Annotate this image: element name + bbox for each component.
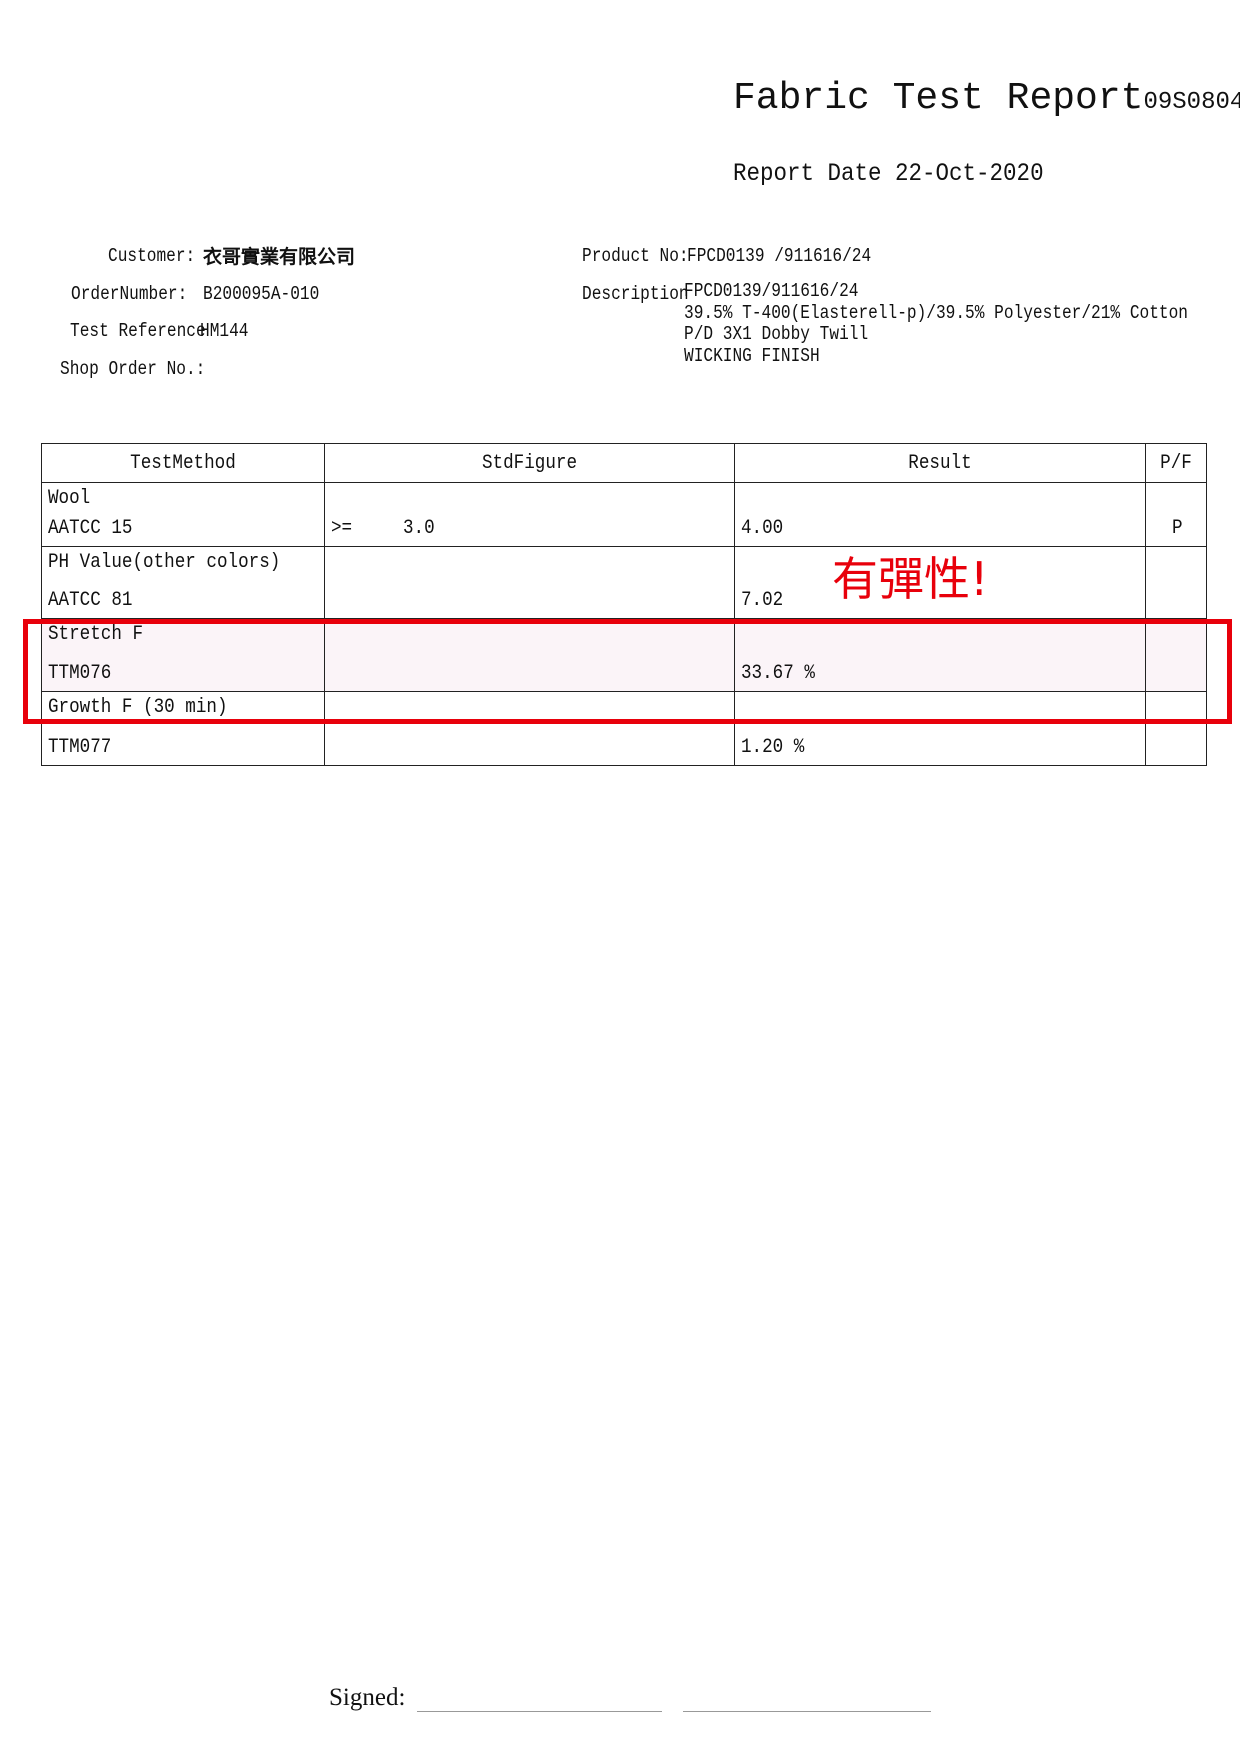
order-number-label: OrderNumber: <box>71 283 188 305</box>
result-value: 7.02 <box>741 589 784 612</box>
test-results-table: TestMethod StdFigure Result P/F Wool AATC… <box>41 443 1207 766</box>
test-name: PH Value(other colors) <box>48 551 281 574</box>
customer-value: 衣哥實業有限公司 <box>203 246 356 268</box>
report-date-value: 22-Oct-2020 <box>895 159 1044 188</box>
header-pf: P/F <box>1160 451 1192 475</box>
product-no-value: FPCD0139 /911616/24 <box>687 245 872 267</box>
report-title: Fabric Test Report09S0804 -1 <box>733 80 1240 118</box>
customer-label: Customer: <box>108 245 196 267</box>
test-reference-label: Test Reference <box>70 320 206 342</box>
table-row-highlighted: Stretch F TTM076 33.67 % <box>41 618 1207 692</box>
order-number-value: B200095A-010 <box>203 283 320 305</box>
report-date: Report Date 22-Oct-2020 <box>733 161 1044 186</box>
std-value: 3.0 <box>403 517 435 540</box>
std-operator: >= <box>331 517 353 540</box>
description-label: Description <box>582 283 689 305</box>
pf-value: P <box>1172 517 1183 540</box>
test-method: TTM076 <box>48 662 112 685</box>
shop-order-label: Shop Order No.: <box>60 358 206 380</box>
table-row: Growth F (30 min) TTM077 1.20 % <box>41 691 1207 766</box>
signature-line <box>683 1711 931 1712</box>
signed-label: Signed: <box>329 1684 406 1711</box>
report-date-label: Report Date <box>733 159 882 188</box>
test-method: AATCC 81 <box>48 589 133 612</box>
test-name: Growth F (30 min) <box>48 696 228 719</box>
description-line: 39.5% T-400(Elasterell-p)/39.5% Polyeste… <box>684 302 1188 324</box>
header-std-figure: StdFigure <box>481 451 578 475</box>
test-reference-value: HM144 <box>200 320 249 342</box>
highlight-box <box>23 619 1232 724</box>
header-result: Result <box>908 451 972 475</box>
report-number: 09S0804 -1 <box>1143 89 1240 116</box>
table-row: Wool AATCC 15 >= 3.0 4.00 P <box>41 482 1207 547</box>
signature-line <box>417 1711 662 1712</box>
header-test-method: TestMethod <box>130 451 236 475</box>
annotation-text: 有彈性! <box>832 552 989 606</box>
result-value: 4.00 <box>741 517 784 540</box>
table-row: PH Value(other colors) AATCC 81 7.02 <box>41 546 1207 619</box>
title-text: Fabric Test Report <box>733 77 1144 120</box>
table-header: TestMethod StdFigure Result P/F <box>41 443 1207 483</box>
test-name: Wool <box>48 487 91 510</box>
description-line: P/D 3X1 Dobby Twill <box>684 323 869 345</box>
result-value: 33.67 % <box>741 662 815 685</box>
result-value: 1.20 % <box>741 736 805 759</box>
description-line: FPCD0139/911616/24 <box>684 280 859 302</box>
product-no-label: Product No: <box>582 245 689 267</box>
test-method: TTM077 <box>48 736 112 759</box>
description-line: WICKING FINISH <box>684 345 820 367</box>
test-name: Stretch F <box>48 623 144 646</box>
test-method: AATCC 15 <box>48 517 133 540</box>
